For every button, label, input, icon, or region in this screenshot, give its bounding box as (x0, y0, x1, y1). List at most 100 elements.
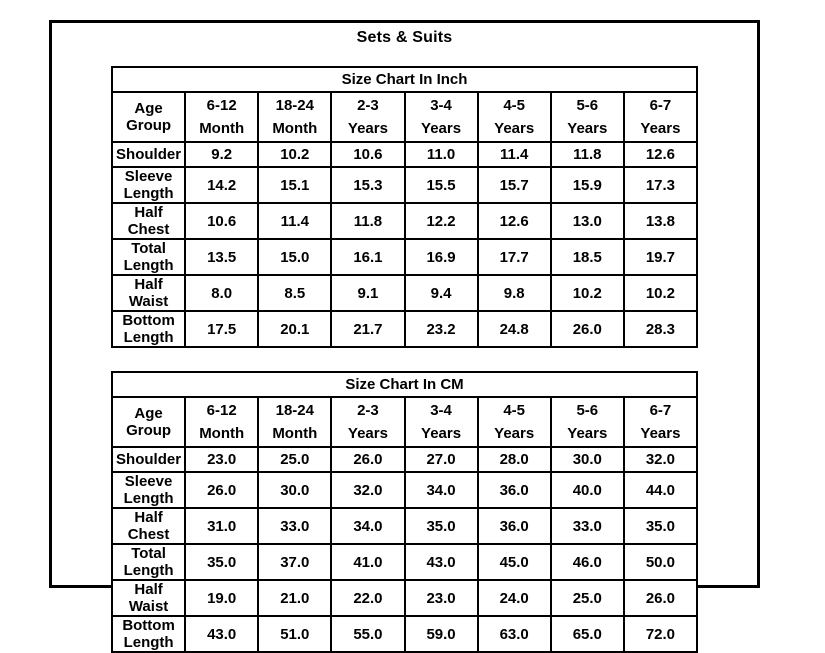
cell-value: 11.8 (330, 202, 406, 240)
table-row: Total Length 13.5 15.0 16.1 16.9 17.7 18.5 19.7 (110, 238, 699, 276)
age-group-header: Age Group (110, 396, 187, 448)
cell-value: 30.0 (549, 446, 625, 473)
column-header-line2: Month (272, 425, 318, 442)
cell-value: 65.0 (549, 615, 625, 653)
cell-value: 18.5 (549, 238, 625, 276)
column-header-line2: Month (272, 120, 318, 137)
column-header-line1: 5-6 (576, 402, 599, 419)
cell-value: 14.2 (184, 166, 260, 204)
row-label: Total Length (110, 543, 187, 581)
cell-value: 13.8 (622, 202, 699, 240)
cell-value: 63.0 (476, 615, 552, 653)
cell-value: 10.6 (330, 141, 406, 168)
cell-value: 26.0 (330, 446, 406, 473)
row-label: Bottom Length (110, 310, 187, 348)
row-label: Shoulder (110, 141, 187, 168)
column-header-line2: Years (640, 425, 681, 442)
cell-value: 33.0 (257, 507, 333, 545)
column-header-line2: Years (640, 120, 681, 137)
cell-value: 8.5 (257, 274, 333, 312)
cell-value: 15.3 (330, 166, 406, 204)
cell-value: 32.0 (330, 471, 406, 509)
cell-value: 72.0 (622, 615, 699, 653)
row-label: Sleeve Length (110, 166, 187, 204)
cell-value: 17.5 (184, 310, 260, 348)
cell-value: 34.0 (330, 507, 406, 545)
cell-value: 32.0 (622, 446, 699, 473)
cell-value: 22.0 (330, 579, 406, 617)
column-header-line2: Month (199, 425, 245, 442)
cell-value: 59.0 (403, 615, 479, 653)
table-row: Sleeve Length 14.2 15.1 15.3 15.5 15.7 15.9 17.… (110, 166, 699, 204)
cell-value: 15.9 (549, 166, 625, 204)
column-header-line2: Years (421, 425, 462, 442)
cell-value: 12.6 (476, 202, 552, 240)
column-header-line2: Years (347, 425, 388, 442)
column-header: 4-5 Years (476, 91, 552, 143)
cell-value: 17.7 (476, 238, 552, 276)
column-header-line2: Years (567, 425, 608, 442)
column-header: 5-6 Years (549, 91, 625, 143)
cell-value: 10.2 (549, 274, 625, 312)
cell-value: 15.5 (403, 166, 479, 204)
cell-value: 55.0 (330, 615, 406, 653)
table-row: Half Waist 19.0 21.0 22.0 23.0 24.0 25.0 26.0 (110, 579, 699, 617)
column-header: 6-12 Month (184, 91, 260, 143)
cell-value: 9.8 (476, 274, 552, 312)
cell-value: 35.0 (403, 507, 479, 545)
row-label: Bottom Length (110, 615, 187, 653)
page-title: Sets & Suits (356, 29, 453, 46)
cell-value: 23.0 (403, 579, 479, 617)
cell-value: 25.0 (549, 579, 625, 617)
table-title-row: Size Chart In Inch (111, 66, 698, 93)
cell-value: 24.0 (476, 579, 552, 617)
column-header-line1: 6-7 (649, 97, 672, 114)
cell-value: 30.0 (257, 471, 333, 509)
table-row: Shoulder 23.0 25.0 26.0 27.0 28.0 30.0 32.0 (110, 446, 699, 473)
row-label: Half Chest (110, 202, 187, 240)
row-label: Shoulder (110, 446, 187, 473)
column-header-line1: 3-4 (430, 97, 452, 114)
cell-value: 43.0 (403, 543, 479, 581)
cell-value: 45.0 (476, 543, 552, 581)
cell-value: 11.4 (257, 202, 333, 240)
cell-value: 26.0 (184, 471, 260, 509)
column-header: 18-24 Month (257, 91, 333, 143)
column-header-line1: 2-3 (357, 97, 379, 114)
cell-value: 34.0 (403, 471, 479, 509)
column-header: 2-3 Years (330, 396, 406, 448)
column-header: 5-6 Years (549, 396, 625, 448)
cell-value: 10.6 (184, 202, 260, 240)
cell-value: 28.0 (476, 446, 552, 473)
cell-value: 16.9 (403, 238, 479, 276)
age-group-header: Age Group (110, 91, 187, 143)
cell-value: 36.0 (476, 507, 552, 545)
table-title: Size Chart In CM (111, 371, 698, 398)
row-label: Half Chest (110, 507, 187, 545)
cell-value: 15.7 (476, 166, 552, 204)
column-header-line2: Years (421, 120, 462, 137)
cell-value: 9.4 (403, 274, 479, 312)
table-row: Sleeve Length 26.0 30.0 32.0 34.0 36.0 40.0 44.… (110, 471, 699, 509)
cell-value: 35.0 (184, 543, 260, 581)
cell-value: 9.1 (330, 274, 406, 312)
outer-border-frame: Sets & Suits Size Chart In Inch Age Group… (49, 20, 760, 653)
table-row: Shoulder 9.2 10.2 10.6 11.0 11.4 11.8 12.6 (110, 141, 699, 168)
column-header-line2: Month (199, 120, 245, 137)
column-header: 4-5 Years (476, 396, 552, 448)
cell-value: 37.0 (257, 543, 333, 581)
table-title: Size Chart In Inch (111, 66, 698, 93)
cell-value: 15.0 (257, 238, 333, 276)
table-row: Bottom Length 17.5 20.1 21.7 23.2 24.8 26.0 28.… (110, 310, 699, 348)
column-header-line1: 18-24 (275, 97, 314, 114)
column-header-line2: Years (347, 120, 388, 137)
cell-value: 19.7 (622, 238, 699, 276)
table-row: Total Length 35.0 37.0 41.0 43.0 45.0 46.0 50.0 (110, 543, 699, 581)
row-label: Half Waist (110, 274, 187, 312)
table-title-row: Size Chart In CM (111, 371, 698, 398)
table-header-row: Age Group 6-12 Month 18-24 Month 2-3 Years 3-4 Y… (110, 91, 699, 143)
cell-value: 11.8 (549, 141, 625, 168)
row-label: Sleeve Length (110, 471, 187, 509)
cell-value: 17.3 (622, 166, 699, 204)
column-header-line1: 2-3 (357, 402, 379, 419)
